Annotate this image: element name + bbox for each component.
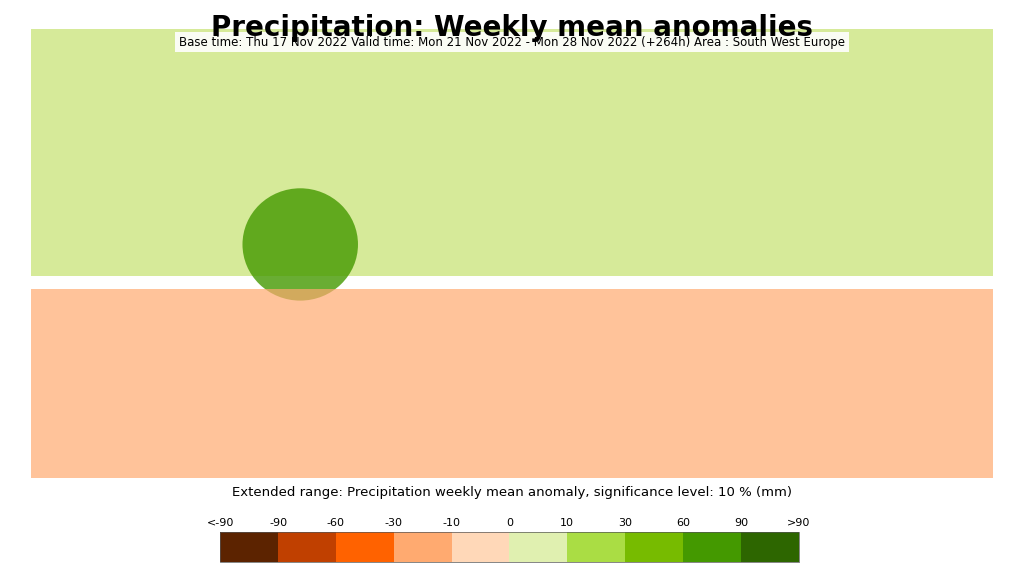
Text: >90: >90: [787, 518, 810, 528]
Text: 10: 10: [560, 518, 574, 528]
Text: -10: -10: [442, 518, 461, 528]
Text: Base time: Thu 17 Nov 2022 Valid time: Mon 21 Nov 2022 - Mon 28 Nov 2022 (+264h): Base time: Thu 17 Nov 2022 Valid time: M…: [179, 36, 845, 48]
Text: <-90: <-90: [207, 518, 233, 528]
Text: Precipitation: Weekly mean anomalies: Precipitation: Weekly mean anomalies: [211, 14, 813, 43]
Bar: [31, 29, 993, 276]
Text: Extended range: Precipitation weekly mean anomaly, significance level: 10 % (mm): Extended range: Precipitation weekly mea…: [232, 486, 792, 499]
Text: 90: 90: [734, 518, 748, 528]
Text: -90: -90: [269, 518, 287, 528]
Text: 0: 0: [506, 518, 513, 528]
Text: -60: -60: [327, 518, 345, 528]
Text: -30: -30: [385, 518, 402, 528]
Text: 30: 30: [618, 518, 632, 528]
Ellipse shape: [243, 188, 358, 301]
Text: 60: 60: [676, 518, 690, 528]
Bar: [31, 289, 993, 478]
